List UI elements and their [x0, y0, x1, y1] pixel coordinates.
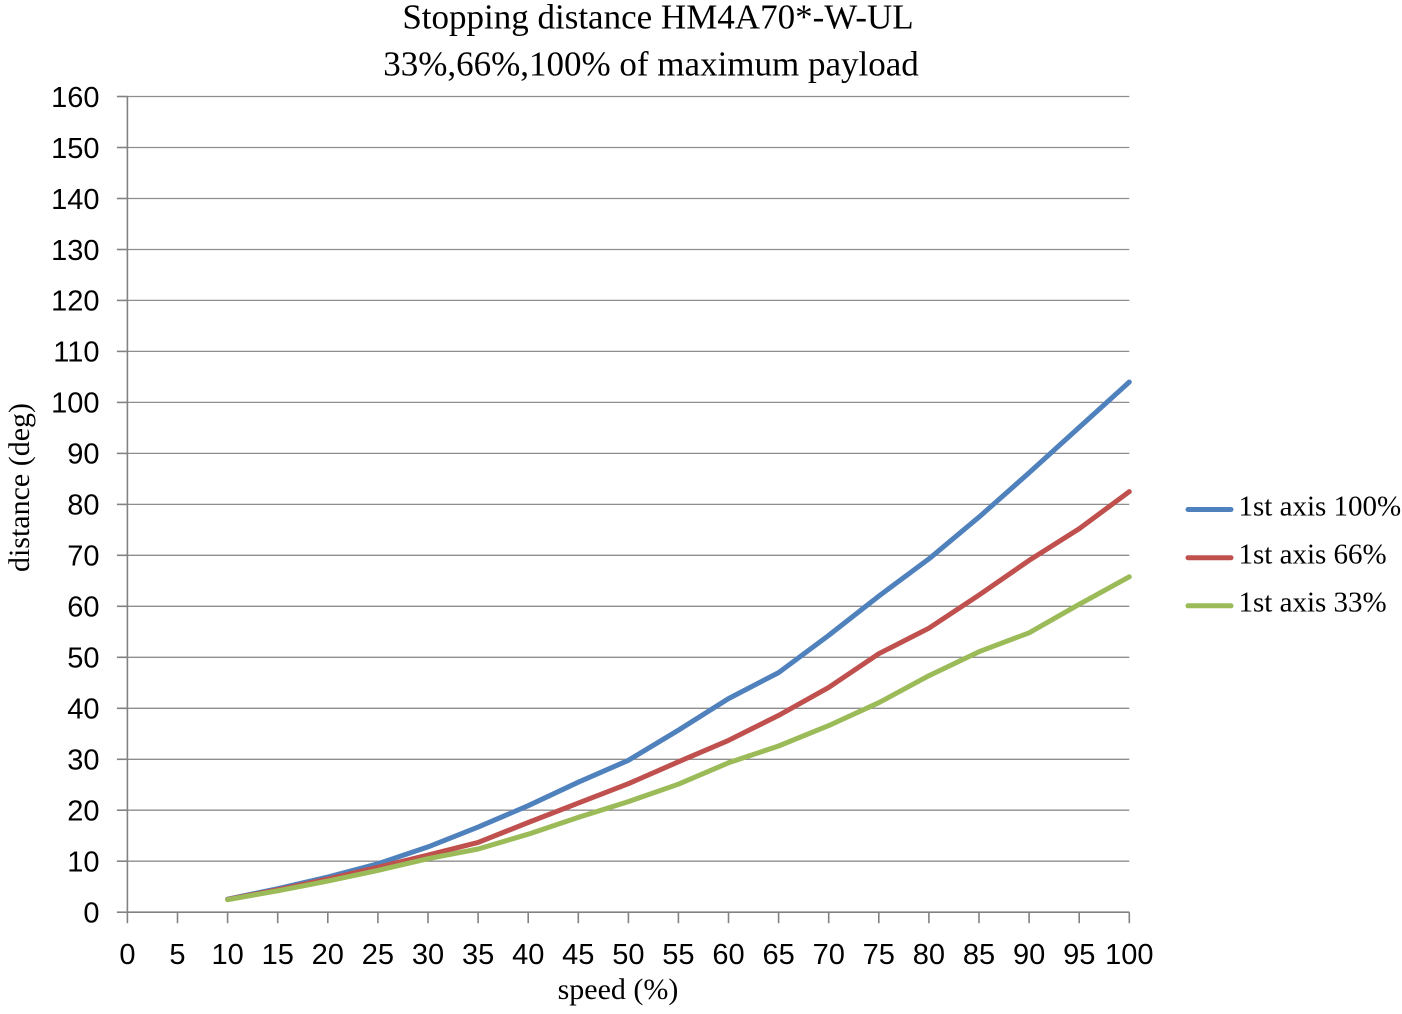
svg-text:10: 10 — [67, 847, 99, 879]
svg-text:70: 70 — [67, 541, 99, 573]
svg-text:0: 0 — [83, 898, 99, 930]
svg-text:100: 100 — [51, 388, 99, 420]
svg-text:90: 90 — [1013, 939, 1045, 971]
svg-text:20: 20 — [312, 939, 344, 971]
svg-text:95: 95 — [1063, 939, 1095, 971]
svg-text:85: 85 — [963, 939, 995, 971]
svg-text:1st axis 33%: 1st axis 33% — [1239, 587, 1387, 619]
svg-text:140: 140 — [51, 184, 99, 216]
svg-text:65: 65 — [762, 939, 794, 971]
svg-text:30: 30 — [67, 745, 99, 777]
svg-text:Stopping distance HM4A70*-W-UL: Stopping distance HM4A70*-W-UL — [402, 0, 913, 36]
svg-text:50: 50 — [612, 939, 644, 971]
svg-text:120: 120 — [51, 286, 99, 318]
svg-text:5: 5 — [169, 939, 185, 971]
svg-text:75: 75 — [863, 939, 895, 971]
svg-text:40: 40 — [512, 939, 544, 971]
svg-text:40: 40 — [67, 694, 99, 726]
svg-text:130: 130 — [51, 235, 99, 267]
svg-text:10: 10 — [211, 939, 243, 971]
svg-text:45: 45 — [562, 939, 594, 971]
svg-text:0: 0 — [119, 939, 135, 971]
svg-text:35: 35 — [462, 939, 494, 971]
svg-text:90: 90 — [67, 439, 99, 471]
svg-text:50: 50 — [67, 643, 99, 675]
svg-text:25: 25 — [362, 939, 394, 971]
svg-text:15: 15 — [262, 939, 294, 971]
svg-text:33%,66%,100% of maximum payloa: 33%,66%,100% of maximum payload — [383, 44, 919, 83]
svg-text:distance (deg): distance (deg) — [3, 403, 36, 572]
svg-text:speed (%): speed (%) — [558, 973, 679, 1006]
svg-text:30: 30 — [412, 939, 444, 971]
svg-text:70: 70 — [813, 939, 845, 971]
svg-text:20: 20 — [67, 796, 99, 828]
svg-text:150: 150 — [51, 133, 99, 165]
svg-text:100: 100 — [1105, 939, 1153, 971]
svg-text:160: 160 — [51, 82, 99, 114]
svg-text:60: 60 — [712, 939, 744, 971]
svg-text:1st axis 100%: 1st axis 100% — [1239, 490, 1402, 522]
svg-text:60: 60 — [67, 592, 99, 624]
svg-text:55: 55 — [662, 939, 694, 971]
svg-text:80: 80 — [913, 939, 945, 971]
svg-text:110: 110 — [53, 337, 99, 369]
svg-text:80: 80 — [67, 490, 99, 522]
svg-text:1st axis 66%: 1st axis 66% — [1239, 539, 1387, 571]
